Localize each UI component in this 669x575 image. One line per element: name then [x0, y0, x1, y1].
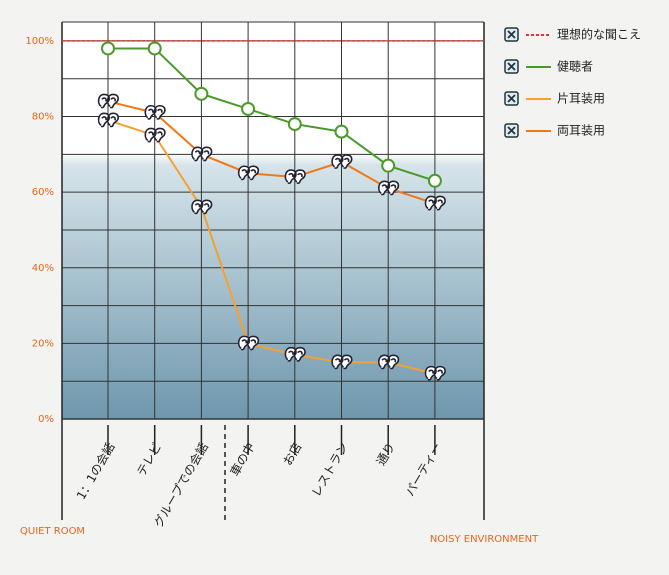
plot-background [62, 22, 484, 419]
legend-check [507, 62, 516, 71]
ear-marker [284, 346, 306, 362]
x-tick-label: テレビ [134, 440, 164, 478]
x-tick-label: パーティー [403, 440, 445, 498]
x-tick-label: お店 [280, 440, 304, 468]
ear-marker [237, 165, 260, 181]
marker [147, 41, 162, 56]
ear-marker [237, 335, 260, 351]
ear-marker [144, 127, 166, 143]
marker [334, 124, 349, 139]
x-tick-label: レストラン [309, 440, 351, 499]
marker [287, 117, 302, 132]
legend-check [507, 30, 516, 39]
ear-marker [97, 93, 119, 109]
x-tick-label: 1：1の会話 [73, 440, 118, 502]
y-tick-label: 40% [32, 263, 54, 274]
ear-marker [331, 154, 353, 169]
y-tick-label: 100% [25, 36, 54, 47]
marker [241, 101, 256, 116]
y-tick-label: 80% [32, 112, 54, 123]
ear-marker [97, 112, 119, 128]
y-tick-label: 0% [38, 414, 54, 425]
x-tick-label: 車の中 [227, 440, 258, 479]
ear-marker [284, 169, 306, 185]
legend-label: 片耳装用 [557, 92, 605, 106]
ear-marker [144, 104, 166, 120]
marker [194, 86, 209, 101]
legend-label: 両耳装用 [557, 124, 605, 138]
legend-label: 理想的な聞こえ [557, 27, 641, 42]
legend-label: 健聴者 [557, 60, 593, 74]
marker [101, 41, 115, 56]
marker [427, 173, 442, 188]
ear-marker [378, 354, 400, 370]
ear-marker [191, 199, 213, 215]
ear-marker [191, 146, 213, 162]
noisy-label: NOISY ENVIRONMENT [430, 534, 539, 545]
legend-check [507, 94, 516, 103]
y-tick-label: 60% [32, 187, 54, 198]
y-tick-label: 20% [32, 338, 54, 349]
ear-marker [378, 180, 400, 196]
quiet-label: QUIET ROOM [20, 526, 85, 537]
series-line [108, 47, 436, 182]
marker [381, 158, 396, 173]
ear-marker [424, 365, 446, 381]
ear-marker [424, 195, 446, 211]
ear-marker [331, 354, 353, 370]
legend-check [507, 126, 516, 135]
x-tick-label: 通り [374, 440, 398, 468]
